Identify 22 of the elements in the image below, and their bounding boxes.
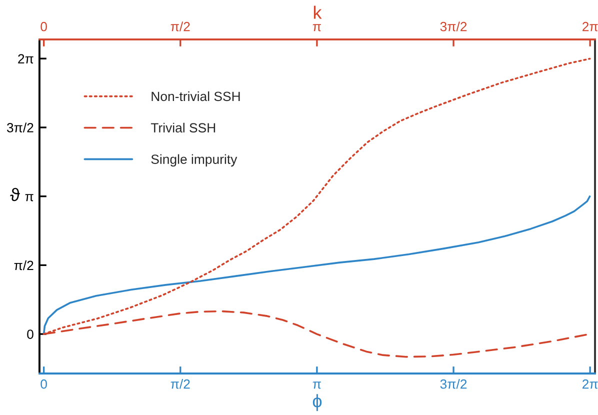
y-axis-title: ϑ	[10, 188, 20, 202]
x2-tick-label: π	[312, 24, 321, 32]
line-series	[42, 195, 591, 335]
x2-tick-label: 2π	[582, 22, 598, 32]
x2-tick-label: π/2	[170, 22, 190, 32]
legend-label: Non-trivial SSH	[152, 91, 240, 102]
x-axis-title: ϕ	[312, 394, 322, 411]
y-tick-label: π	[25, 194, 34, 202]
x2-axis-title: k	[314, 6, 322, 19]
x2-tick-label: 3π/2	[440, 22, 467, 32]
legend-label: Trivial SSH	[150, 122, 216, 133]
x-tick-label: 3π/2	[440, 379, 467, 389]
x-tick-label: π	[312, 382, 321, 389]
x2-tick-label: 0	[40, 22, 47, 32]
x-tick-label: 2π	[582, 379, 598, 389]
legend-label: Single impurity	[151, 154, 238, 167]
y-tick-label: 3π/2	[6, 122, 34, 132]
x-tick-label: π/2	[170, 379, 190, 389]
y-tick-label: 0	[27, 330, 34, 339]
y-tick-label: 2π	[18, 54, 34, 64]
x-tick-label: 0	[40, 379, 47, 389]
y-tick-label: π/2	[14, 260, 34, 270]
